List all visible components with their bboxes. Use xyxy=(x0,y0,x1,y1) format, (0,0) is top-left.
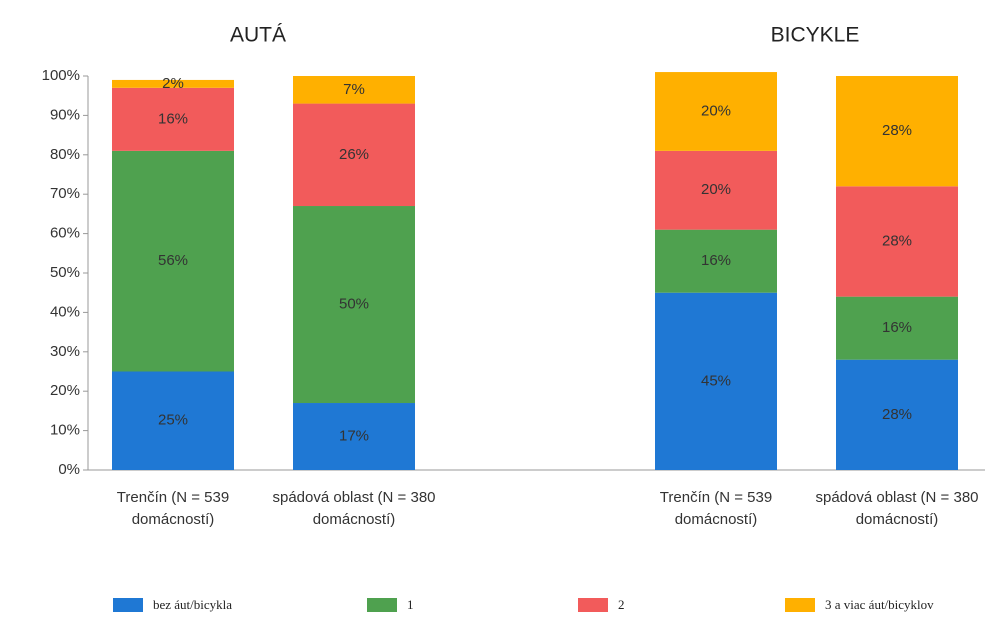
data-label: 16% xyxy=(158,110,188,127)
bar-segment xyxy=(293,403,415,470)
legend-label: 2 xyxy=(618,597,625,612)
y-tick-label: 100% xyxy=(42,67,80,84)
data-label: 28% xyxy=(882,122,912,139)
x-tick-label: Trenčín (N = 539 domácností) xyxy=(659,489,773,528)
bar-segment xyxy=(655,292,777,470)
data-label: 26% xyxy=(339,146,369,163)
data-label: 17% xyxy=(339,427,369,444)
data-label: 2% xyxy=(162,75,184,92)
bar-segment xyxy=(112,87,234,151)
y-tick-label: 30% xyxy=(50,343,80,360)
bar-segment xyxy=(836,359,958,470)
bar-segment xyxy=(293,76,415,104)
legend-swatch xyxy=(113,598,143,612)
bar-segment xyxy=(836,76,958,187)
bar-segment xyxy=(655,150,777,230)
data-label: 28% xyxy=(882,406,912,423)
group-title: BICYKLE xyxy=(771,24,860,47)
data-label: 20% xyxy=(701,181,731,198)
x-tick-label: spádová oblast (N = 380 domácností) xyxy=(815,489,979,528)
bar-segment xyxy=(293,103,415,207)
y-tick-label: 90% xyxy=(50,106,80,123)
data-label: 20% xyxy=(701,102,731,119)
y-tick-label: 60% xyxy=(50,225,80,242)
y-tick-label: 80% xyxy=(50,146,80,163)
data-label: 7% xyxy=(343,81,365,98)
bar-segment xyxy=(112,371,234,470)
bar-segment xyxy=(655,72,777,151)
legend-swatch xyxy=(367,598,397,612)
data-label: 50% xyxy=(339,295,369,312)
legend-label: 3 a viac áut/bicyklov xyxy=(825,597,934,612)
bar-segment xyxy=(836,296,958,360)
bar-segment xyxy=(112,79,234,88)
bar-segment xyxy=(112,150,234,372)
data-label: 16% xyxy=(882,319,912,336)
data-label: 25% xyxy=(158,412,188,429)
data-label: 56% xyxy=(158,252,188,269)
bar-segment xyxy=(293,206,415,404)
bar-segment xyxy=(836,186,958,297)
data-label: 45% xyxy=(701,372,731,389)
data-label: 28% xyxy=(882,232,912,249)
y-tick-label: 20% xyxy=(50,382,80,399)
legend-label: 1 xyxy=(407,597,414,612)
y-tick-label: 40% xyxy=(50,303,80,320)
y-tick-label: 10% xyxy=(50,422,80,439)
y-tick-label: 70% xyxy=(50,185,80,202)
legend-label: bez áut/bicykla xyxy=(153,597,232,612)
x-tick-label: Trenčín (N = 539 domácností) xyxy=(116,489,230,528)
y-tick-label: 0% xyxy=(58,461,80,478)
x-tick-label: spádová oblast (N = 380 domácností) xyxy=(272,489,436,528)
legend-swatch xyxy=(578,598,608,612)
data-label: 16% xyxy=(701,252,731,269)
y-tick-label: 50% xyxy=(50,264,80,281)
group-title: AUTÁ xyxy=(230,24,286,47)
bar-segment xyxy=(655,229,777,293)
legend-swatch xyxy=(785,598,815,612)
